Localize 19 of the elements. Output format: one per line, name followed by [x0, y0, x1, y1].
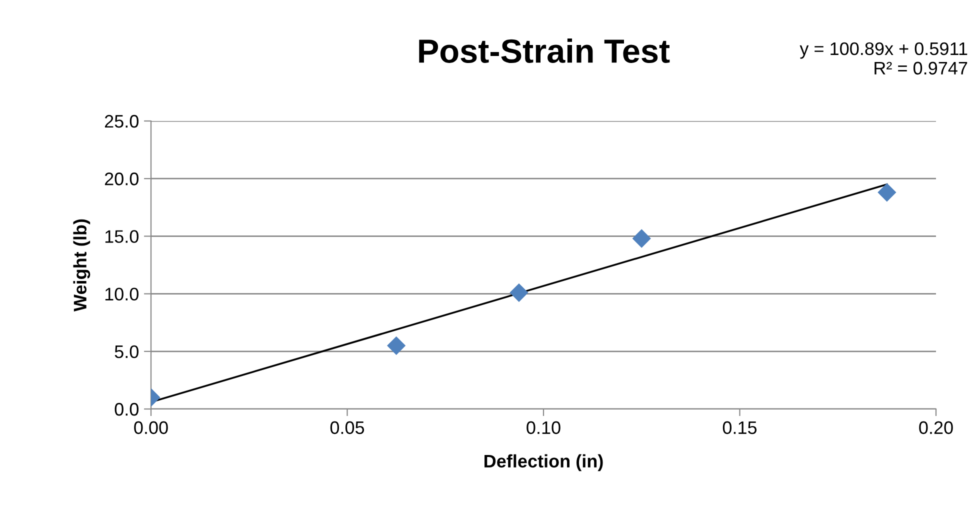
x-tick-label: 0.00 [134, 421, 168, 434]
text: y = 100.89x + 0.5911 R² = 0.9747 [800, 42, 968, 75]
x-tick-label: 0.05 [330, 421, 364, 434]
chart-title: Post-Strain Test [419, 38, 670, 63]
point [386, 336, 406, 355]
x-tick-label: 0.10 [526, 421, 560, 434]
x-tick-label: 0.20 [919, 421, 953, 434]
y-tick-label: 0.0 [114, 402, 138, 416]
y-axis-title: Weight (lb) [73, 219, 90, 312]
y-tick-label: 25.0 [104, 114, 138, 128]
y-tick-label: 20.0 [104, 172, 138, 186]
y-tick-label: 15.0 [105, 230, 138, 243]
y-tick-label: 10.0 [105, 288, 138, 301]
x-axis-title: Deflection (in) [484, 454, 603, 472]
point [632, 229, 651, 248]
y-tick-label: 5.0 [114, 345, 138, 358]
point [510, 283, 528, 302]
point [878, 183, 896, 202]
x-tick-label: 0.15 [722, 421, 757, 434]
